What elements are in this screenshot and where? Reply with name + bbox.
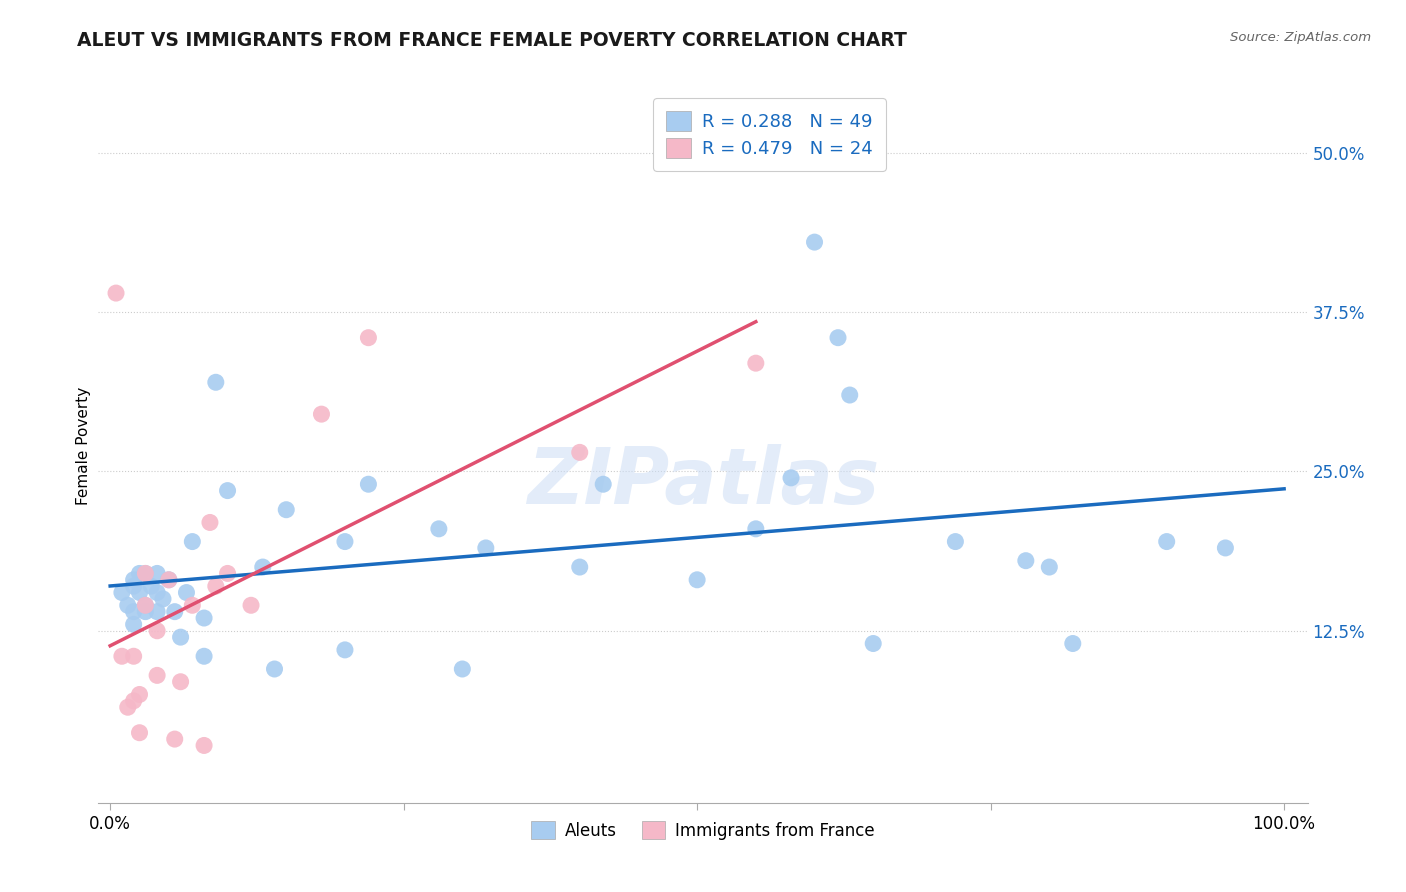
Point xyxy=(311,407,333,421)
Legend: Aleuts, Immigrants from France: Aleuts, Immigrants from France xyxy=(520,810,886,852)
Point xyxy=(204,579,226,593)
Point xyxy=(128,725,150,739)
Text: ALEUT VS IMMIGRANTS FROM FRANCE FEMALE POVERTY CORRELATION CHART: ALEUT VS IMMIGRANTS FROM FRANCE FEMALE P… xyxy=(77,31,907,50)
Point xyxy=(146,624,169,638)
Point xyxy=(111,649,134,664)
Point xyxy=(240,599,263,613)
Point xyxy=(1156,534,1178,549)
Point xyxy=(163,732,186,747)
Point xyxy=(134,599,156,613)
Point xyxy=(276,502,298,516)
Point xyxy=(111,585,134,599)
Y-axis label: Female Poverty: Female Poverty xyxy=(76,387,91,505)
Point xyxy=(128,688,150,702)
Point xyxy=(252,560,274,574)
Point xyxy=(152,591,174,606)
Point xyxy=(122,605,145,619)
Point xyxy=(217,566,239,581)
Point xyxy=(568,560,591,574)
Point xyxy=(862,636,884,650)
Point xyxy=(122,573,145,587)
Point xyxy=(122,617,145,632)
Text: ZIPatlas: ZIPatlas xyxy=(527,443,879,520)
Point xyxy=(745,522,768,536)
Point xyxy=(141,579,163,593)
Point xyxy=(475,541,498,555)
Point xyxy=(146,668,169,682)
Point xyxy=(263,662,285,676)
Point xyxy=(193,611,215,625)
Point xyxy=(163,605,186,619)
Point xyxy=(827,331,849,345)
Point xyxy=(176,585,198,599)
Point xyxy=(1015,554,1038,568)
Point xyxy=(357,331,380,345)
Point xyxy=(193,739,215,753)
Point xyxy=(780,471,803,485)
Point xyxy=(122,694,145,708)
Point xyxy=(451,662,474,676)
Text: Source: ZipAtlas.com: Source: ZipAtlas.com xyxy=(1230,31,1371,45)
Point xyxy=(146,566,169,581)
Point xyxy=(193,649,215,664)
Point xyxy=(117,700,139,714)
Point xyxy=(134,605,156,619)
Point xyxy=(181,599,204,613)
Point xyxy=(122,649,145,664)
Point xyxy=(128,585,150,599)
Point xyxy=(803,235,825,249)
Point xyxy=(128,566,150,581)
Point xyxy=(333,534,356,549)
Point xyxy=(157,573,180,587)
Point xyxy=(198,516,221,530)
Point xyxy=(134,566,156,581)
Point xyxy=(105,286,128,301)
Point xyxy=(204,376,226,390)
Point xyxy=(333,643,356,657)
Point xyxy=(945,534,967,549)
Point xyxy=(592,477,614,491)
Point xyxy=(427,522,450,536)
Point xyxy=(169,674,191,689)
Point xyxy=(122,579,145,593)
Point xyxy=(357,477,380,491)
Point xyxy=(217,483,239,498)
Point xyxy=(1215,541,1237,555)
Point xyxy=(146,605,169,619)
Point xyxy=(134,599,156,613)
Point xyxy=(169,630,191,644)
Point xyxy=(745,356,768,370)
Point xyxy=(838,388,860,402)
Point xyxy=(181,534,204,549)
Point xyxy=(1038,560,1060,574)
Point xyxy=(686,573,709,587)
Point xyxy=(568,445,591,459)
Point xyxy=(1062,636,1084,650)
Point xyxy=(157,573,180,587)
Point xyxy=(117,599,139,613)
Point xyxy=(146,585,169,599)
Point xyxy=(134,566,156,581)
